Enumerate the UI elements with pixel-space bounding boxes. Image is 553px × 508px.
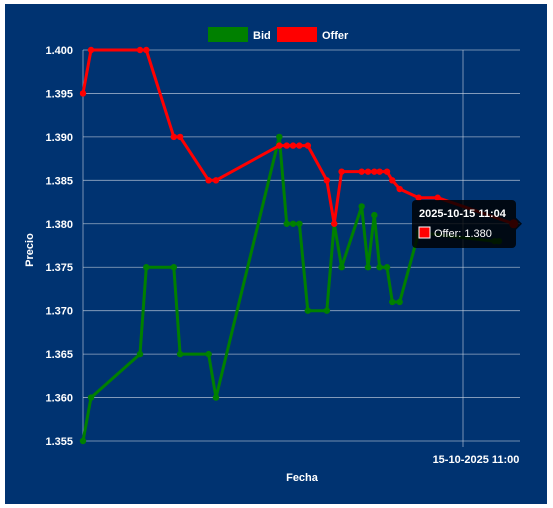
data-point-offer [371, 168, 378, 175]
data-point-bid [283, 220, 290, 227]
series-offer [79, 46, 517, 227]
data-point-offer [434, 194, 441, 201]
y-tick-label: 1.395 [45, 88, 73, 100]
data-point-offer [376, 168, 383, 175]
data-point-bid [205, 350, 212, 358]
legend-swatch-offer [277, 27, 317, 42]
series-lines [79, 46, 517, 445]
data-point-bid [212, 394, 220, 401]
legend-swatch-bid [208, 27, 248, 42]
legend[interactable]: Bid Offer [208, 27, 349, 42]
y-tick-label: 1.375 [45, 262, 73, 274]
data-point-bid [136, 350, 144, 358]
legend-item-offer[interactable]: Offer [277, 27, 349, 42]
data-point-offer [143, 46, 150, 54]
y-tick-label: 1.360 [45, 393, 73, 405]
series-line-bid [81, 135, 499, 442]
data-point-offer [283, 142, 290, 149]
tooltip: 2025-10-15 11:04 Offer: 1.380 [412, 200, 522, 248]
legend-label-offer: Offer [322, 30, 349, 42]
data-point-offer [323, 177, 331, 184]
data-point-offer [358, 168, 365, 175]
data-point-bid [289, 220, 297, 227]
data-point-bid [87, 394, 95, 401]
data-point-bid [170, 264, 177, 271]
tooltip-caret [516, 217, 522, 230]
data-point-offer [289, 142, 297, 149]
legend-label-bid: Bid [253, 30, 271, 42]
y-tick-label: 1.400 [45, 45, 73, 57]
y-axis-title: Precio [24, 233, 36, 267]
data-point-bid [323, 307, 331, 314]
y-tick-label: 1.385 [45, 175, 73, 187]
data-point-bid [338, 264, 345, 271]
data-point-offer [331, 220, 338, 227]
price-chart[interactable]: 1.400 1.395 1.390 1.385 1.380 1.375 1.370 1.365… [5, 4, 547, 504]
data-point-bid [389, 298, 396, 306]
data-point-bid [364, 264, 372, 271]
y-tick-label: 1.355 [45, 436, 73, 448]
y-tick-label: 1.365 [45, 349, 73, 361]
data-point-bid [304, 307, 312, 314]
x-axis-title: Fecha [286, 472, 319, 484]
x-axis-ticks: 15-10-2025 11:00 [433, 454, 520, 466]
data-point-offer [304, 142, 312, 149]
data-point-offer [389, 177, 396, 184]
data-point-offer [396, 185, 403, 193]
data-point-offer [383, 168, 391, 175]
y-axis-ticks: 1.400 1.395 1.390 1.385 1.380 1.375 1.370 1.365… [45, 45, 73, 448]
data-point-offer [87, 46, 95, 54]
data-point-bid [358, 203, 365, 210]
data-point-bid [143, 264, 150, 271]
data-point-bid [383, 264, 391, 271]
data-point-bid [376, 264, 383, 271]
data-point-offer [205, 177, 212, 184]
data-point-offer [415, 194, 422, 201]
data-point-offer [364, 168, 372, 175]
x-tick-label: 15-10-2025 11:00 [433, 454, 520, 466]
chart-panel: 1.400 1.395 1.390 1.385 1.380 1.375 1.370 1.365… [5, 4, 547, 504]
y-tick-label: 1.380 [45, 219, 73, 231]
tooltip-label: Offer: 1.380 [434, 228, 492, 240]
data-point-bid [176, 350, 184, 358]
data-point-offer [212, 177, 220, 184]
data-point-offer [338, 168, 345, 175]
legend-item-bid[interactable]: Bid [208, 27, 271, 42]
data-point-offer [296, 142, 303, 149]
y-tick-label: 1.370 [45, 306, 73, 318]
y-tick-label: 1.390 [45, 132, 73, 144]
data-point-bid [371, 211, 378, 219]
data-point-bid [296, 220, 303, 227]
data-point-offer [79, 90, 87, 97]
tooltip-swatch [418, 226, 431, 239]
data-point-bid [276, 133, 283, 141]
tooltip-box [412, 200, 516, 248]
data-point-bid [396, 298, 403, 306]
data-point-offer [176, 133, 184, 141]
data-point-bid [79, 437, 87, 445]
data-point-offer [170, 133, 177, 141]
data-point-offer [136, 46, 144, 54]
data-point-offer [276, 142, 283, 149]
tooltip-title: 2025-10-15 11:04 [419, 208, 507, 220]
